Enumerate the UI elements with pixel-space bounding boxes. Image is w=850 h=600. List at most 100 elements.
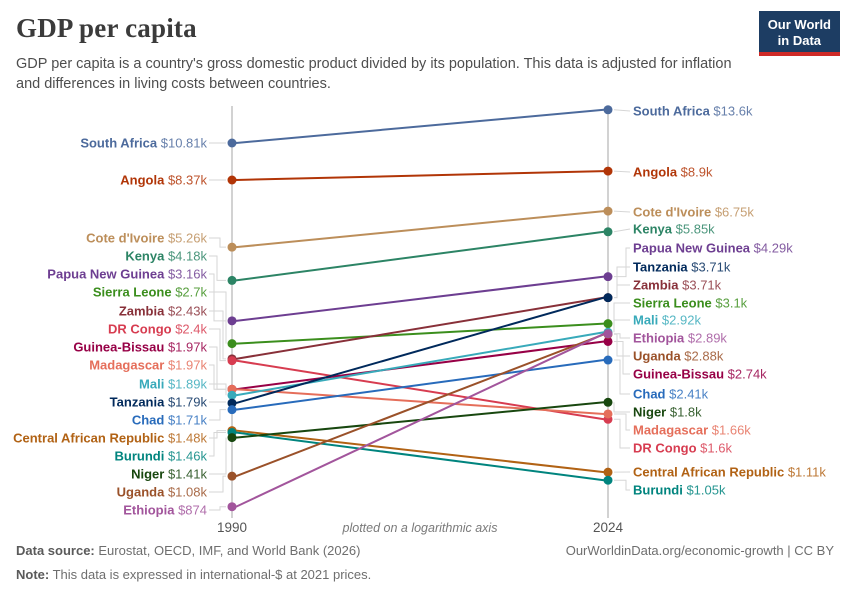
slope-line-kenya[interactable]: [235, 230, 605, 282]
label-2024-south-africa[interactable]: South Africa $13.6k: [633, 104, 753, 119]
label-2024-central-african-republic[interactable]: Central African Republic $1.11k: [633, 465, 826, 480]
dot-2024-niger[interactable]: [603, 397, 613, 407]
label-2024-sierra-leone[interactable]: Sierra Leone $3.1k: [633, 296, 748, 311]
leader-1990-madagascar: [209, 364, 226, 390]
label-2024-niger[interactable]: Niger $1.8k: [633, 405, 702, 420]
data-source-label: Data source:: [16, 543, 95, 558]
leader-2024-niger: [613, 402, 630, 413]
label-1990-uganda[interactable]: Uganda $1.08k: [117, 485, 208, 500]
slope-line-cote-d-ivoire[interactable]: [235, 210, 605, 249]
label-1990-tanzania[interactable]: Tanzania $1.79k: [110, 395, 208, 410]
dot-2024-central-african-republic[interactable]: [603, 467, 613, 477]
label-2024-tanzania[interactable]: Tanzania $3.71k: [633, 260, 731, 275]
slope-line-papua-new-guinea[interactable]: [235, 275, 605, 322]
dot-2024-ethiopia[interactable]: [603, 329, 613, 339]
label-2024-zambia[interactable]: Zambia $3.71k: [633, 278, 722, 293]
dot-2024-cote-d-ivoire[interactable]: [603, 206, 613, 216]
data-source-text: Data source: Eurostat, OECD, IMF, and Wo…: [16, 543, 361, 558]
leader-2024-zambia: [614, 284, 630, 299]
label-1990-central-african-republic[interactable]: Central African Republic $1.48k: [13, 431, 207, 446]
note-label: Note:: [16, 567, 50, 583]
label-1990-madagascar[interactable]: Madagascar $1.97k: [89, 358, 207, 373]
dot-1990-sierra-leone[interactable]: [227, 339, 237, 349]
dot-1990-ethiopia[interactable]: [227, 502, 237, 512]
label-2024-papua-new-guinea[interactable]: Papua New Guinea $4.29k: [633, 241, 793, 256]
dot-1990-kenya[interactable]: [227, 275, 237, 285]
dot-2024-guinea-bissau[interactable]: [603, 336, 613, 346]
label-1990-south-africa[interactable]: South Africa $10.81k: [80, 136, 207, 151]
dot-2024-angola[interactable]: [603, 166, 613, 176]
slope-line-ethiopia[interactable]: [235, 332, 605, 508]
slope-line-angola[interactable]: [235, 170, 605, 181]
slope-line-guinea-bissau[interactable]: [235, 340, 605, 391]
dot-2024-burundi[interactable]: [603, 475, 613, 485]
leader-1990-dr-congo: [209, 328, 226, 362]
dot-1990-mali[interactable]: [227, 390, 237, 400]
label-1990-kenya[interactable]: Kenya $4.18k: [125, 249, 207, 264]
label-1990-dr-congo[interactable]: DR Congo $2.4k: [108, 322, 207, 337]
dot-2024-chad[interactable]: [603, 355, 613, 365]
label-1990-ethiopia[interactable]: Ethiopia $874: [123, 503, 207, 518]
dot-2024-kenya[interactable]: [603, 227, 613, 237]
slope-line-zambia[interactable]: [235, 296, 605, 360]
label-1990-niger[interactable]: Niger $1.41k: [131, 467, 207, 482]
dot-1990-chad[interactable]: [227, 405, 237, 415]
dot-2024-sierra-leone[interactable]: [603, 319, 613, 329]
dot-2024-madagascar[interactable]: [603, 409, 613, 419]
label-2024-burundi[interactable]: Burundi $1.05k: [633, 483, 726, 498]
dot-1990-dr-congo[interactable]: [227, 356, 237, 366]
dot-2024-tanzania[interactable]: [603, 293, 613, 303]
dot-1990-south-africa[interactable]: [227, 138, 237, 148]
dot-2024-papua-new-guinea[interactable]: [603, 272, 613, 282]
label-1990-guinea-bissau[interactable]: Guinea-Bissau $1.97k: [73, 340, 207, 355]
label-1990-sierra-leone[interactable]: Sierra Leone $2.7k: [93, 285, 208, 300]
slope-line-south-africa[interactable]: [235, 108, 605, 144]
dot-2024-south-africa[interactable]: [603, 105, 613, 115]
dot-1990-angola[interactable]: [227, 175, 237, 185]
leader-2024-kenya: [613, 228, 631, 233]
label-1990-mali[interactable]: Mali $1.89k: [139, 377, 207, 392]
dot-1990-cote-d-ivoire[interactable]: [227, 242, 237, 252]
dot-1990-niger[interactable]: [227, 433, 237, 443]
owid-link[interactable]: OurWorldinData.org/economic-growth | CC …: [566, 543, 834, 559]
label-1990-burundi[interactable]: Burundi $1.46k: [115, 449, 208, 464]
label-2024-kenya[interactable]: Kenya $5.85k: [633, 222, 715, 237]
slope-line-central-african-republic[interactable]: [235, 429, 605, 474]
label-2024-ethiopia[interactable]: Ethiopia $2.89k: [633, 331, 727, 346]
label-2024-madagascar[interactable]: Madagascar $1.66k: [633, 423, 751, 438]
leader-2024-ethiopia: [614, 333, 630, 339]
slope-line-tanzania[interactable]: [235, 296, 605, 405]
label-2024-uganda[interactable]: Uganda $2.88k: [633, 349, 724, 364]
label-2024-angola[interactable]: Angola $8.9k: [633, 165, 713, 180]
label-1990-cote-d-ivoire[interactable]: Cote d'Ivoire $5.26k: [86, 231, 207, 246]
owid-logo-line1: Our World: [767, 17, 831, 32]
slope-line-burundi[interactable]: [235, 431, 605, 482]
slope-line-sierra-leone[interactable]: [235, 322, 605, 345]
dot-1990-uganda[interactable]: [227, 471, 237, 481]
slope-line-uganda[interactable]: [235, 333, 605, 478]
owid-logo[interactable]: Our World in Data: [758, 11, 840, 57]
leader-1990-sierra-leone: [209, 291, 227, 344]
label-1990-zambia[interactable]: Zambia $2.43k: [119, 304, 208, 319]
slope-line-chad[interactable]: [235, 359, 605, 411]
owid-link-text[interactable]: OurWorldinData.org/economic-growth | CC …: [565, 543, 834, 558]
label-2024-chad[interactable]: Chad $2.41k: [633, 387, 709, 402]
label-1990-papua-new-guinea[interactable]: Papua New Guinea $3.16k: [47, 267, 207, 282]
label-2024-guinea-bissau[interactable]: Guinea-Bissau $2.74k: [633, 367, 767, 382]
dot-1990-papua-new-guinea[interactable]: [227, 316, 237, 326]
label-2024-cote-d-ivoire[interactable]: Cote d'Ivoire $6.75k: [633, 205, 754, 220]
label-1990-chad[interactable]: Chad $1.71k: [132, 413, 208, 428]
leader-2024-papua-new-guinea: [614, 247, 630, 278]
label-1990-angola[interactable]: Angola $8.37k: [120, 173, 207, 188]
leader-1990-niger: [209, 437, 227, 475]
leader-1990-mali: [209, 383, 227, 396]
leader-2024-cote-d-ivoire: [613, 210, 631, 213]
slope-line-madagascar[interactable]: [235, 388, 605, 415]
dot-1990-tanzania[interactable]: [227, 398, 237, 408]
label-2024-dr-congo[interactable]: DR Congo $1.6k: [633, 441, 732, 456]
owid-logo-line2: in Data: [777, 32, 822, 48]
leader-1990-uganda: [209, 475, 226, 493]
leader-1990-burundi: [209, 432, 226, 457]
label-2024-mali[interactable]: Mali $2.92k: [633, 313, 701, 328]
chart-subtitle: GDP per capita is a country's gross dome…: [16, 56, 732, 92]
